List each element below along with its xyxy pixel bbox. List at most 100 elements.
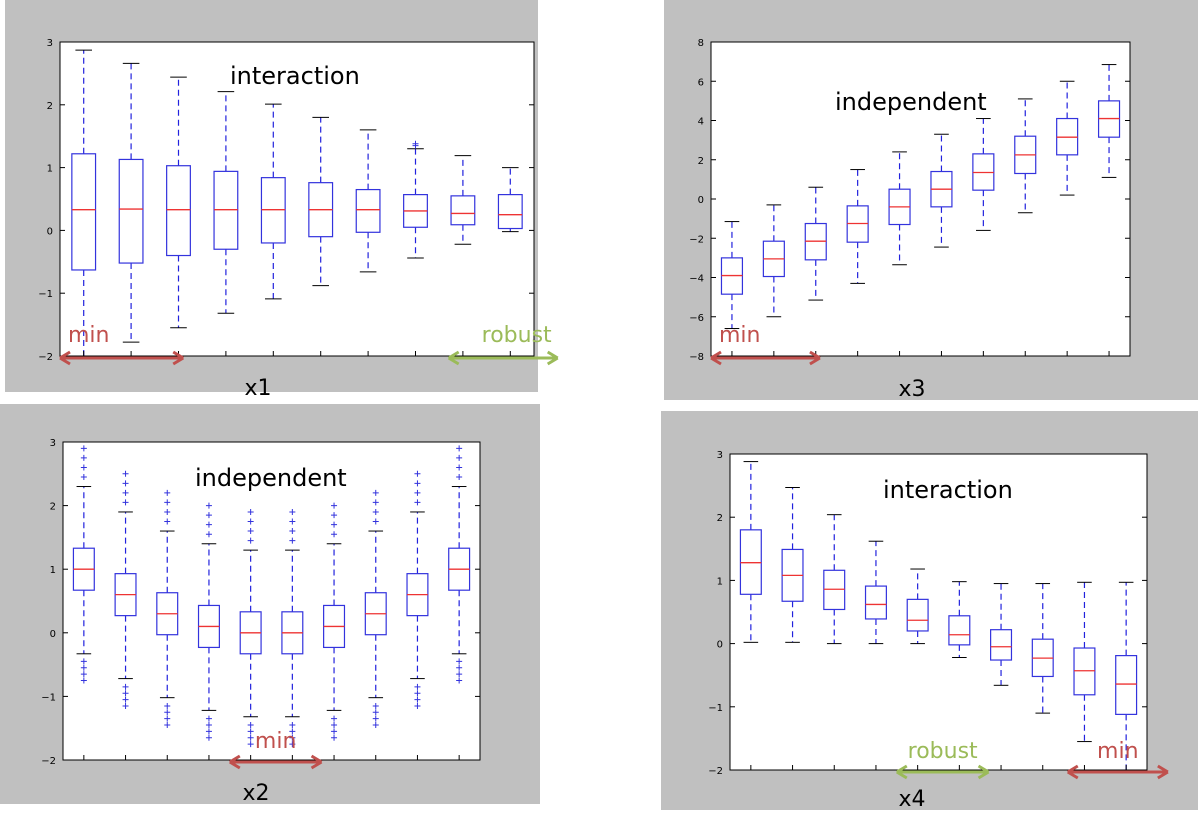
y-tick-label: 2: [717, 513, 723, 524]
y-tick-label: 4: [698, 117, 704, 128]
box-body: [450, 195, 476, 226]
outlier-marker: [414, 480, 421, 487]
y-tick-label: 6: [698, 77, 704, 88]
outlier-marker: [372, 702, 379, 709]
outlier-marker: [122, 499, 129, 506]
box-1: [71, 49, 97, 357]
outlier-marker: [122, 489, 129, 496]
outlier-marker: [164, 508, 171, 515]
y-tick-label: −2: [38, 352, 53, 363]
box-9: [1073, 581, 1096, 743]
outlier-marker: [247, 537, 254, 544]
outlier-marker: [456, 473, 463, 480]
x-axis-label: x3: [898, 377, 925, 402]
y-tick-label: 1: [50, 565, 56, 576]
y-tick-label: 3: [717, 450, 723, 461]
outlier-marker: [247, 518, 254, 525]
y-tick-label: 2: [50, 502, 56, 513]
outlier-marker: [164, 722, 171, 729]
box-8: [403, 140, 428, 259]
outlier-marker: [205, 502, 212, 509]
marker-robust: robust: [896, 739, 990, 780]
outlier-marker: [414, 470, 421, 477]
box-body: [497, 194, 523, 230]
outlier-marker: [331, 728, 338, 735]
y-tick-label: −1: [708, 703, 723, 714]
outlier-marker: [247, 508, 254, 515]
box-10: [1097, 64, 1121, 178]
y-tick-label: 1: [47, 164, 53, 175]
box-10: [1115, 581, 1138, 771]
outlier-marker: [247, 728, 254, 735]
box-body: [1115, 655, 1138, 715]
box-2: [781, 486, 804, 643]
box-7: [972, 118, 995, 231]
box-7: [323, 502, 346, 741]
box-body: [71, 153, 97, 271]
outlier-marker: [164, 702, 171, 709]
x-axis-label: x4: [898, 787, 925, 812]
outlier-marker: [414, 489, 421, 496]
y-tick-label: −2: [708, 766, 723, 777]
outlier-marker: [372, 709, 379, 716]
outlier-marker: [456, 671, 463, 678]
box-9: [1056, 80, 1079, 196]
plot-area: [729, 453, 1148, 771]
y-tick-label: −4: [689, 274, 704, 285]
y-tick-label: −2: [689, 234, 704, 245]
box-5: [260, 103, 286, 300]
outlier-marker: [289, 722, 296, 729]
outlier-marker: [331, 722, 338, 729]
outlier-marker: [205, 715, 212, 722]
y-tick-label: 8: [698, 38, 704, 49]
outlier-marker: [412, 140, 419, 147]
outlier-marker: [164, 518, 171, 525]
box-8: [1031, 583, 1054, 714]
marker-min: min: [229, 729, 323, 770]
box-5: [239, 508, 262, 748]
outlier-marker: [247, 722, 254, 729]
marker-label: robust: [908, 739, 978, 764]
outlier-marker: [80, 464, 87, 471]
box-body: [355, 188, 381, 233]
boxplot-panel-x1: −2 −1 0 1 2 3 interaction x1 min robust: [5, 0, 559, 401]
outlier-marker: [80, 454, 87, 461]
outlier-marker: [164, 489, 171, 496]
outlier-marker: [456, 677, 463, 684]
box-10: [497, 167, 523, 233]
box-body: [990, 629, 1013, 661]
outlier-marker: [372, 499, 379, 506]
outlier-marker: [331, 512, 338, 519]
box-8: [1014, 98, 1037, 214]
y-tick-label: −1: [38, 289, 53, 300]
boxplot-panel-x3: −8 −6 −4 −2 0 2 4 6 8 independent x3 min: [664, 0, 1198, 402]
outlier-marker: [372, 518, 379, 525]
box-4: [197, 502, 220, 741]
outlier-marker: [80, 664, 87, 671]
box-6: [948, 581, 971, 659]
outlier-marker: [80, 671, 87, 678]
box-6: [930, 133, 953, 248]
marker-label: min: [1097, 739, 1139, 764]
box-2: [114, 470, 137, 709]
outlier-marker: [164, 709, 171, 716]
outlier-marker: [331, 521, 338, 528]
box-10: [448, 445, 471, 684]
outlier-marker: [456, 664, 463, 671]
box-1: [720, 221, 744, 330]
y-tick-label: −6: [689, 313, 704, 324]
outlier-marker: [205, 531, 212, 538]
outlier-marker: [205, 728, 212, 735]
outlier-marker: [331, 502, 338, 509]
panel-annotation: interaction: [883, 476, 1013, 504]
outlier-marker: [289, 528, 296, 535]
outlier-marker: [414, 702, 421, 709]
outlier-marker: [372, 489, 379, 496]
outlier-marker: [247, 734, 254, 741]
outlier-marker: [372, 722, 379, 729]
box-1: [739, 461, 762, 643]
marker-label: robust: [482, 323, 552, 348]
boxplot-panel-x2: −2 −1 0 1 2 3 independent x2 min: [0, 404, 540, 806]
outlier-marker: [372, 508, 379, 515]
